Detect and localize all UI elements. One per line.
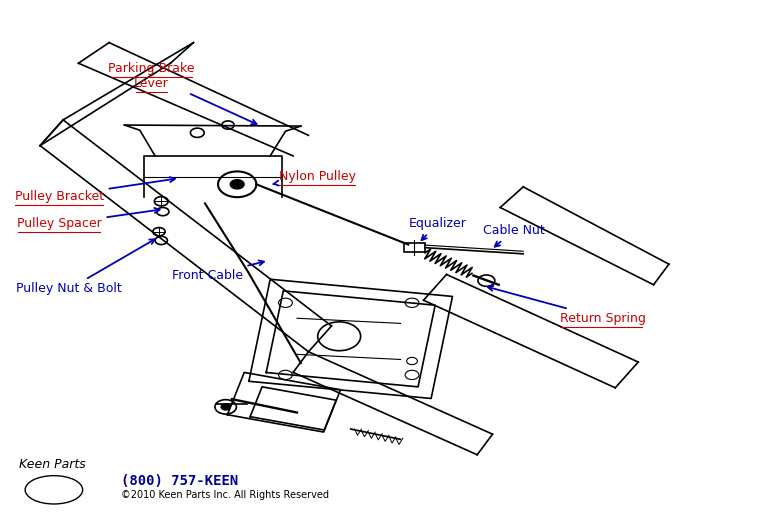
Text: Front Cable: Front Cable — [172, 261, 264, 282]
Text: Nylon Pulley: Nylon Pulley — [273, 170, 357, 185]
Text: Keen Parts: Keen Parts — [18, 458, 85, 471]
Bar — [403, 243, 425, 252]
Text: Pulley Spacer: Pulley Spacer — [17, 208, 159, 231]
Text: (800) 757-KEEN: (800) 757-KEEN — [121, 473, 238, 487]
Text: Pulley Bracket: Pulley Bracket — [15, 177, 175, 203]
Text: Equalizer: Equalizer — [408, 218, 467, 240]
Circle shape — [230, 180, 244, 189]
Text: Cable Nut: Cable Nut — [483, 224, 545, 247]
Circle shape — [221, 404, 230, 410]
Text: Pulley Nut & Bolt: Pulley Nut & Bolt — [16, 239, 155, 295]
Text: Parking Brake
Lever: Parking Brake Lever — [108, 62, 256, 124]
Text: ©2010 Keen Parts Inc. All Rights Reserved: ©2010 Keen Parts Inc. All Rights Reserve… — [121, 490, 329, 500]
Text: Return Spring: Return Spring — [488, 286, 646, 325]
